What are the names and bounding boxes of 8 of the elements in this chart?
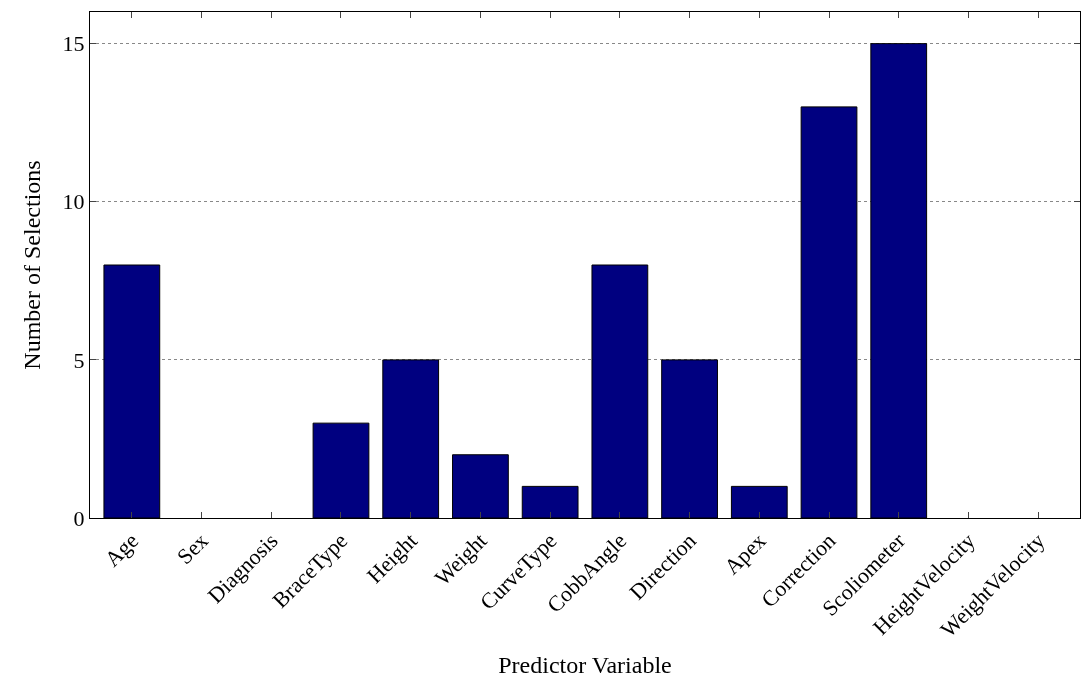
y-tick-label: 15 bbox=[62, 31, 85, 57]
x-tick-label: Sex bbox=[171, 528, 213, 570]
y-tick-label: 0 bbox=[73, 505, 85, 531]
y-tick-label: 10 bbox=[62, 189, 85, 215]
x-axis-title: Predictor Variable bbox=[498, 652, 672, 679]
y-axis-title: Number of Selections bbox=[18, 160, 45, 370]
x-tick-label: Age bbox=[99, 528, 144, 572]
y-tick-label: 5 bbox=[73, 347, 85, 373]
